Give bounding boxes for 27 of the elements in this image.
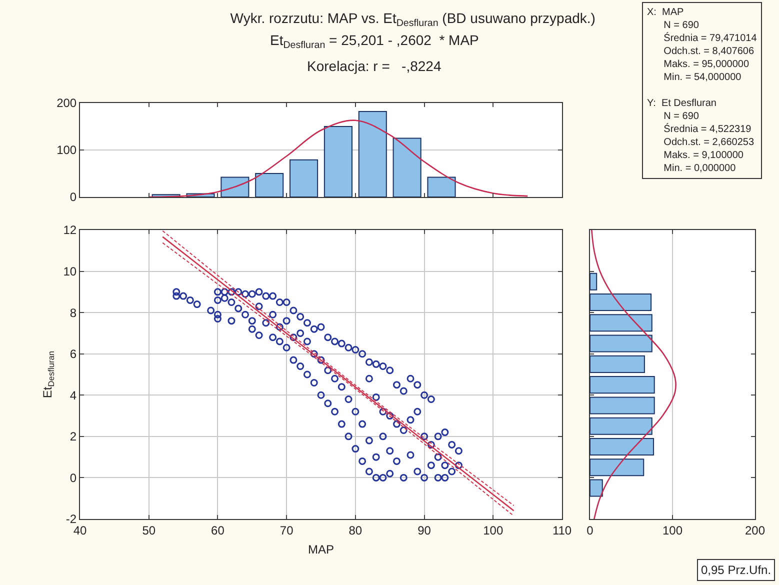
y-tick-label: 0 <box>70 470 77 485</box>
x-tick-label: 100 <box>483 523 504 538</box>
x-axis-title: MAP <box>308 542 334 556</box>
x-tick-label: 110 <box>552 523 572 538</box>
x-tick-label: 100 <box>662 523 683 538</box>
x-tick-label: 0 <box>586 523 594 538</box>
text: 0,95 Prz.Ufn. <box>701 563 772 577</box>
x-tick-label: 70 <box>280 523 294 538</box>
x-tick-label: 90 <box>418 523 432 538</box>
y-tick-label: 2 <box>70 430 77 444</box>
y-tick-label: 0 <box>70 190 77 204</box>
y-tick-label: 12 <box>63 223 77 238</box>
y-tick-label: 8 <box>70 306 77 320</box>
x-tick-label: 50 <box>142 523 156 538</box>
x-tick-label: 60 <box>211 523 225 538</box>
text: Korelacja: r = -,8224 <box>307 58 442 74</box>
line-series <box>148 120 528 197</box>
y-tick-label: 10 <box>63 264 77 278</box>
y-tick-label: 6 <box>70 347 77 362</box>
x-tick-label: 200 <box>744 523 766 538</box>
text: X: MAP N = 690 Średnia = 79,471014 Odch.st. = 8,407606 Maks. = 95,000000 Min. = 54,000000 Y: Et Desfluran N = 690 Średnia = 4,522319 Odch.st. = 2,660253 Maks. = 9,100000 Min. = 0,000000 <box>647 7 757 174</box>
chart-subtitle: Et$_{Desfluran}$ = 25,201 - ,2602 * MAP <box>270 32 479 51</box>
y-tick-label: 4 <box>70 388 77 402</box>
x-tick-label: 80 <box>348 523 362 538</box>
chart-title: Wykr. rozrzutu: MAP vs. Et$_{Desfluran}$ (BD usuwano przypadk.) <box>230 10 596 29</box>
y-tick-label: 100 <box>56 143 77 158</box>
y-tick-label: 200 <box>56 96 77 110</box>
